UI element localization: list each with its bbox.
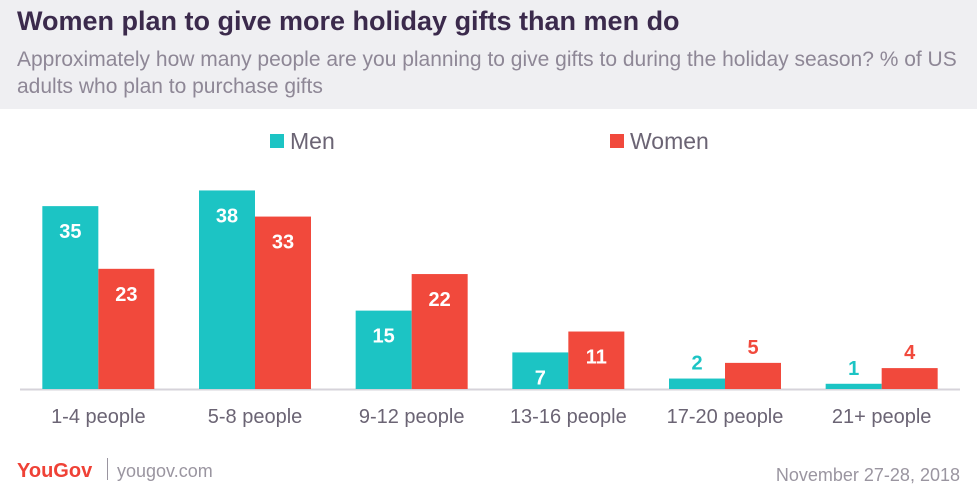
bar-women-6 (881, 368, 938, 389)
bar-men-6 (825, 383, 882, 389)
x-tick-label-3: 9-12 people (359, 406, 465, 428)
legend-swatch-women (610, 134, 624, 148)
x-tick-label-4: 13-16 people (510, 406, 627, 428)
legend-label-women: Women (630, 127, 709, 154)
footer-site-link[interactable]: yougov.com (117, 461, 213, 481)
data-label-women-5: 5 (747, 337, 758, 359)
bar-men-5 (669, 378, 725, 389)
legend-item-men: Men (270, 128, 335, 154)
legend-item-women: Women (610, 128, 709, 154)
data-label-women-3: 22 (429, 289, 451, 311)
data-label-men-6: 1 (848, 358, 859, 380)
bar-men-1 (42, 206, 99, 389)
bar-men-4 (512, 352, 569, 389)
bar-women-3 (411, 274, 468, 389)
chart-subtitle: Approximately how many people are you pl… (17, 48, 957, 98)
bar-women-2 (255, 216, 311, 389)
legend-swatch-men (270, 134, 284, 148)
bar-men-3 (355, 310, 412, 389)
bar-men-2 (199, 190, 255, 389)
bar-women-4 (568, 331, 625, 389)
yougov-logo: YouGov (17, 460, 93, 482)
x-tick-label-5: 17-20 people (667, 406, 784, 428)
data-label-women-1: 23 (115, 284, 137, 306)
chart-title: Women plan to give more holiday gifts th… (17, 6, 680, 36)
data-label-men-1: 35 (59, 221, 81, 243)
footer-divider (107, 458, 108, 480)
header-band: Women plan to give more holiday gifts th… (0, 0, 977, 109)
data-label-men-2: 38 (216, 205, 238, 227)
data-label-women-4: 11 (586, 347, 607, 369)
x-tick-label-6: 21+ people (832, 406, 932, 428)
data-label-men-4: 7 (535, 367, 546, 389)
data-label-women-2: 33 (272, 232, 294, 254)
x-tick-label-1: 1-4 people (51, 406, 146, 428)
data-label-men-5: 2 (691, 353, 702, 375)
bar-women-5 (725, 362, 781, 389)
data-label-men-3: 15 (373, 326, 395, 348)
data-label-women-6: 4 (904, 342, 916, 364)
footer-date: November 27-28, 2018 (775, 465, 960, 485)
legend-label-men: Men (290, 127, 335, 154)
bar-women-1 (98, 268, 155, 389)
x-tick-label-2: 5-8 people (208, 406, 303, 428)
